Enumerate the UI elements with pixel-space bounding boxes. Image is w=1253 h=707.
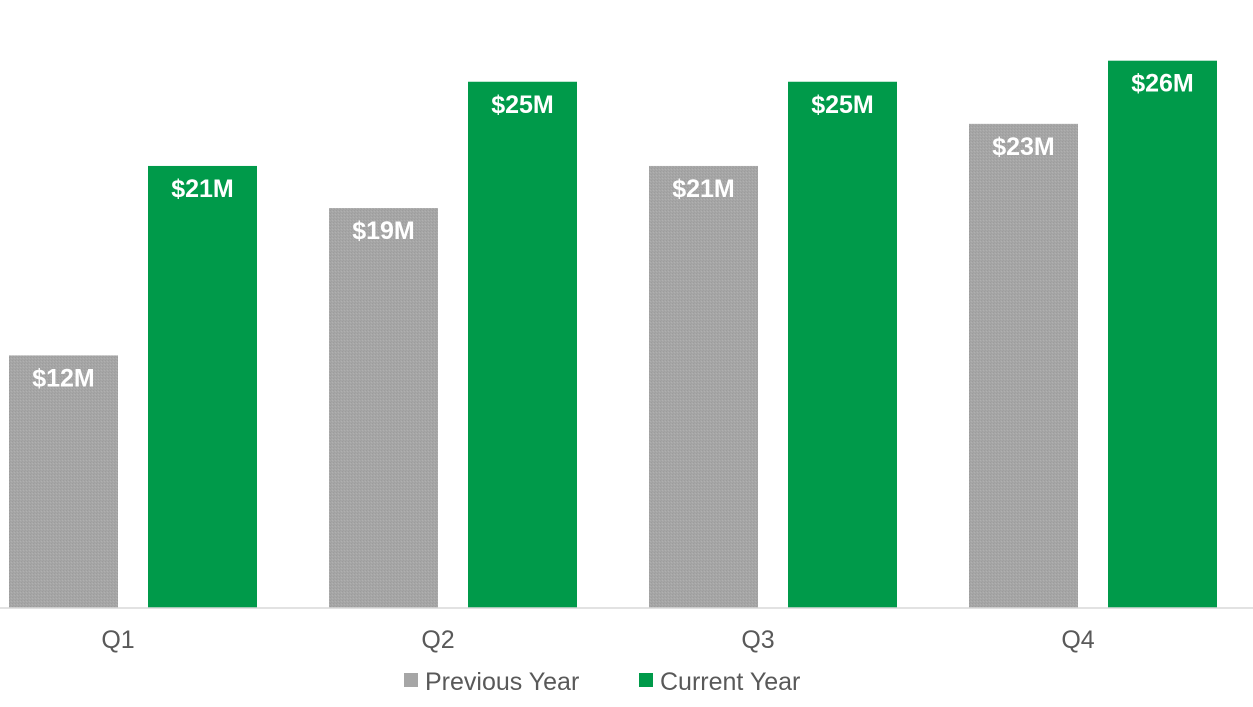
x-tick-label-q4: Q4 bbox=[1061, 626, 1094, 654]
data-label-q4-previous-year: $23M bbox=[992, 133, 1055, 161]
data-label-q4-current-year: $26M bbox=[1131, 70, 1194, 98]
bar-q1-current-year bbox=[148, 165, 257, 608]
data-label-q3-current-year: $25M bbox=[811, 91, 874, 119]
bar-q2-current-year bbox=[468, 81, 577, 608]
data-label-q3-previous-year: $21M bbox=[672, 175, 735, 203]
legend-swatch-previous-year bbox=[404, 673, 418, 687]
x-tick-label-q2: Q2 bbox=[421, 626, 454, 654]
x-tick-label-q3: Q3 bbox=[741, 626, 774, 654]
bar-q3-current-year bbox=[788, 81, 897, 608]
data-label-q2-current-year: $25M bbox=[491, 91, 554, 119]
x-axis-ticks: Q1 Q2 Q3 Q4 bbox=[101, 626, 1094, 654]
data-label-q1-current-year: $21M bbox=[171, 175, 234, 203]
legend-label-current-year: Current Year bbox=[660, 668, 800, 696]
bar-q1-previous-year bbox=[9, 355, 118, 608]
bar-q3-previous-year bbox=[649, 165, 758, 608]
x-tick-label-q1: Q1 bbox=[101, 626, 134, 654]
data-label-q2-previous-year: $19M bbox=[352, 217, 415, 245]
bar-q4-previous-year bbox=[969, 123, 1078, 608]
bars-layer: $12M $21M $19M $25M $21M $25M $23M $26M bbox=[9, 60, 1217, 609]
legend-label-previous-year: Previous Year bbox=[425, 668, 579, 696]
legend: Previous Year Current Year bbox=[404, 668, 800, 696]
data-label-q1-previous-year: $12M bbox=[32, 364, 95, 392]
bar-q4-current-year bbox=[1108, 60, 1217, 608]
bar-q2-previous-year bbox=[329, 208, 438, 609]
legend-swatch-current-year bbox=[639, 673, 653, 687]
